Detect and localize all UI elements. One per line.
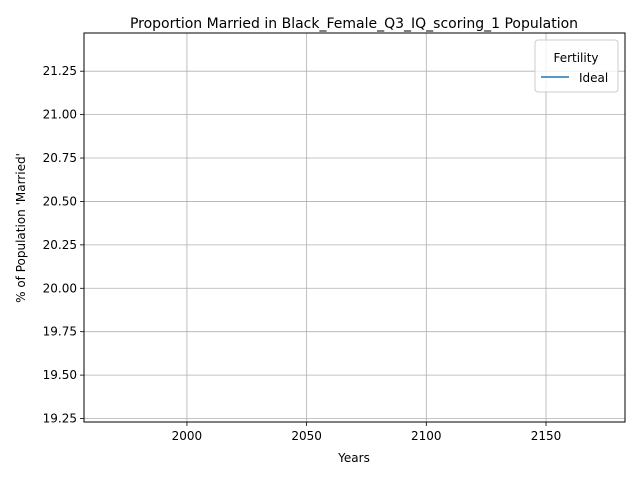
y-tick-label: 20.75: [43, 151, 77, 165]
y-tick-label: 20.00: [43, 281, 77, 295]
y-axis-label: % of Population 'Married': [14, 153, 28, 303]
x-tick-label: 2150: [531, 429, 562, 443]
x-tick-label: 2000: [172, 429, 203, 443]
legend-title: Fertility: [553, 51, 598, 65]
y-tick-label: 21.00: [43, 108, 77, 122]
plot-area-frame: [83, 32, 626, 423]
y-tick-label: 19.75: [43, 325, 77, 339]
legend-entry-ideal: Ideal: [579, 71, 608, 85]
x-tick-label: 2100: [411, 429, 442, 443]
y-tick-label: 19.50: [43, 368, 77, 382]
y-tick-label: 20.50: [43, 194, 77, 208]
grid-lines: [84, 33, 625, 422]
legend-box: [534, 39, 619, 93]
chart-title: Proportion Married in Black_Female_Q3_IQ…: [130, 16, 578, 32]
y-tick-label: 20.25: [43, 238, 77, 252]
legend: Fertility Ideal: [534, 39, 619, 93]
x-axis-ticks: 2000 2050 2100 2150: [172, 422, 562, 443]
x-tick-label: 2050: [291, 429, 322, 443]
y-axis-ticks: 19.25 19.50 19.75 20.00 20.25 20.50 20.75 21.00…: [43, 64, 84, 426]
x-axis-label: Years: [337, 451, 370, 465]
y-tick-label: 19.25: [43, 412, 77, 426]
y-tick-label: 21.25: [43, 64, 77, 78]
